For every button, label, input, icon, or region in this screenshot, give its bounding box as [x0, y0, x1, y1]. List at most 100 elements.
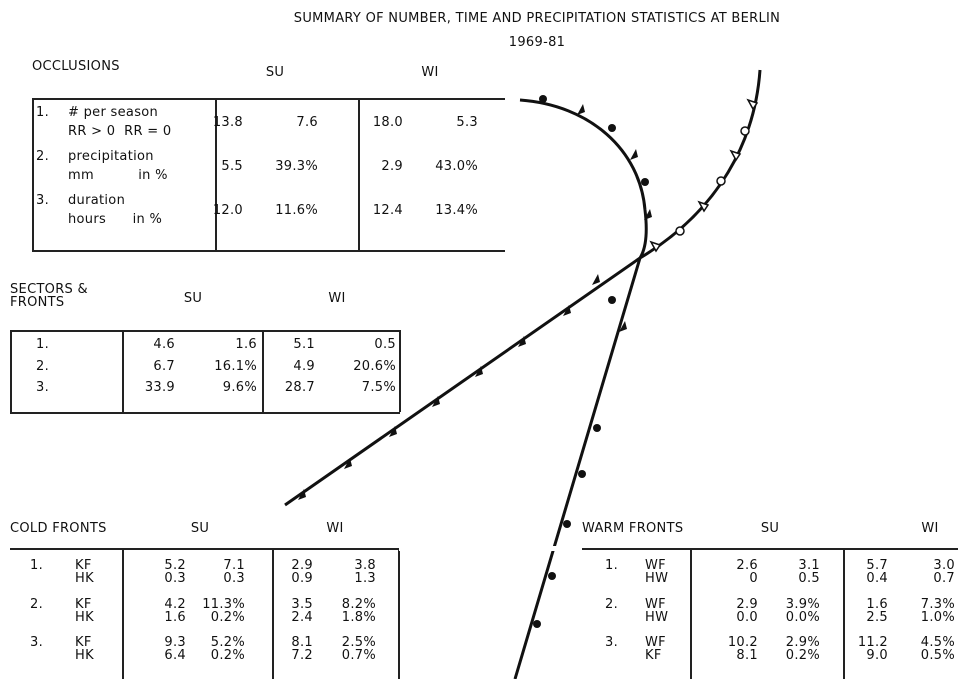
cell: 0.2% [786, 649, 820, 662]
rule [690, 548, 692, 679]
column-header: SU [184, 292, 202, 305]
cell: 0.2% [211, 649, 245, 662]
row-label: # per season [68, 106, 158, 119]
section-heading: OCCLUSIONS [32, 60, 120, 73]
cell: 0.0% [786, 611, 820, 624]
rule [582, 548, 958, 550]
cell: 0.3 [223, 572, 245, 585]
front-symbol [676, 227, 684, 235]
cell: 0.5% [921, 649, 955, 662]
rule [358, 98, 360, 250]
cell: 0.7% [342, 649, 376, 662]
rule [32, 250, 505, 252]
rule [262, 330, 264, 412]
front-symbol [578, 470, 586, 478]
rule [32, 98, 505, 100]
row-type: KF [645, 649, 662, 662]
cell: 0.9 [291, 572, 313, 585]
row-number: 3. [36, 194, 49, 207]
column-header: SU [266, 66, 284, 79]
rule [122, 330, 124, 412]
cell: 7.2 [291, 649, 313, 662]
cell: 5.3 [456, 116, 478, 129]
front-symbol [717, 177, 725, 185]
cell: 13.4% [435, 204, 478, 217]
row-number: 2. [605, 598, 618, 611]
page: SUMMARY OF NUMBER, TIME AND PRECIPITATIO… [0, 0, 958, 679]
cell: 1.6 [235, 338, 257, 351]
front-symbol [608, 124, 616, 132]
section-heading: COLD FRONTS [10, 522, 107, 535]
column-header: WI [421, 66, 438, 79]
cell: 2.4 [291, 611, 313, 624]
cell: 8.1 [736, 649, 758, 662]
section-heading: FRONTS [10, 296, 64, 309]
front-symbol [593, 424, 601, 432]
cell: 0.4 [866, 572, 888, 585]
row-number: 1. [605, 559, 618, 572]
cell: 6.7 [153, 360, 175, 373]
row-number: 3. [605, 636, 618, 649]
cell: 16.1% [214, 360, 257, 373]
column-header: SU [761, 522, 779, 535]
cell: 39.3% [275, 160, 318, 173]
rule [272, 548, 274, 679]
front-symbol [539, 95, 547, 103]
row-label: mm in % [68, 169, 168, 182]
cell: 5.5 [221, 160, 243, 173]
row-number: 2. [36, 150, 49, 163]
front-symbol [641, 178, 649, 186]
row-number: 3. [30, 636, 43, 649]
cell: 0.3 [164, 572, 186, 585]
cell: 12.4 [373, 204, 403, 217]
front-symbol [577, 104, 585, 115]
front-symbol [630, 149, 638, 160]
row-number: 2. [36, 360, 49, 373]
row-label: duration [68, 194, 125, 207]
cell: 0.7 [933, 572, 955, 585]
column-header: WI [921, 522, 938, 535]
row-label: precipitation [68, 150, 154, 163]
front-symbol [548, 572, 556, 580]
rule [10, 412, 400, 414]
row-type: HK [75, 649, 94, 662]
cell: 2.9 [381, 160, 403, 173]
front-symbol [741, 127, 749, 135]
cell: 11.6% [275, 204, 318, 217]
cell: 1.6 [164, 611, 186, 624]
cell: 0.0 [736, 611, 758, 624]
cell: 7.5% [362, 381, 396, 394]
cell: 33.9 [145, 381, 175, 394]
cell: 0 [749, 572, 758, 585]
cell: 2.5 [866, 611, 888, 624]
cell: 7.6 [296, 116, 318, 129]
row-number: 3. [36, 381, 49, 394]
row-label: RR > 0 RR = 0 [68, 125, 171, 138]
row-number: 1. [36, 106, 49, 119]
front-line [285, 70, 760, 505]
rule [843, 548, 845, 679]
cell: 28.7 [285, 381, 315, 394]
cell: 4.9 [293, 360, 315, 373]
section-heading: WARM FRONTS [582, 522, 683, 535]
row-type: HK [75, 611, 94, 624]
cell: 4.6 [153, 338, 175, 351]
gap [399, 546, 582, 551]
row-number: 2. [30, 598, 43, 611]
rule [32, 98, 34, 250]
cell: 20.6% [353, 360, 396, 373]
column-header: WI [328, 292, 345, 305]
rule [10, 330, 12, 412]
front-symbol [608, 296, 616, 304]
row-type: HK [75, 572, 94, 585]
cell: 5.1 [293, 338, 315, 351]
column-header: SU [191, 522, 209, 535]
cell: 9.6% [223, 381, 257, 394]
subtitle: 1969-81 [509, 36, 565, 49]
cell: 0.5 [798, 572, 820, 585]
cell: 0.2% [211, 611, 245, 624]
column-header: WI [326, 522, 343, 535]
front-symbol [533, 620, 541, 628]
rule [398, 548, 400, 679]
front-symbol [563, 520, 571, 528]
